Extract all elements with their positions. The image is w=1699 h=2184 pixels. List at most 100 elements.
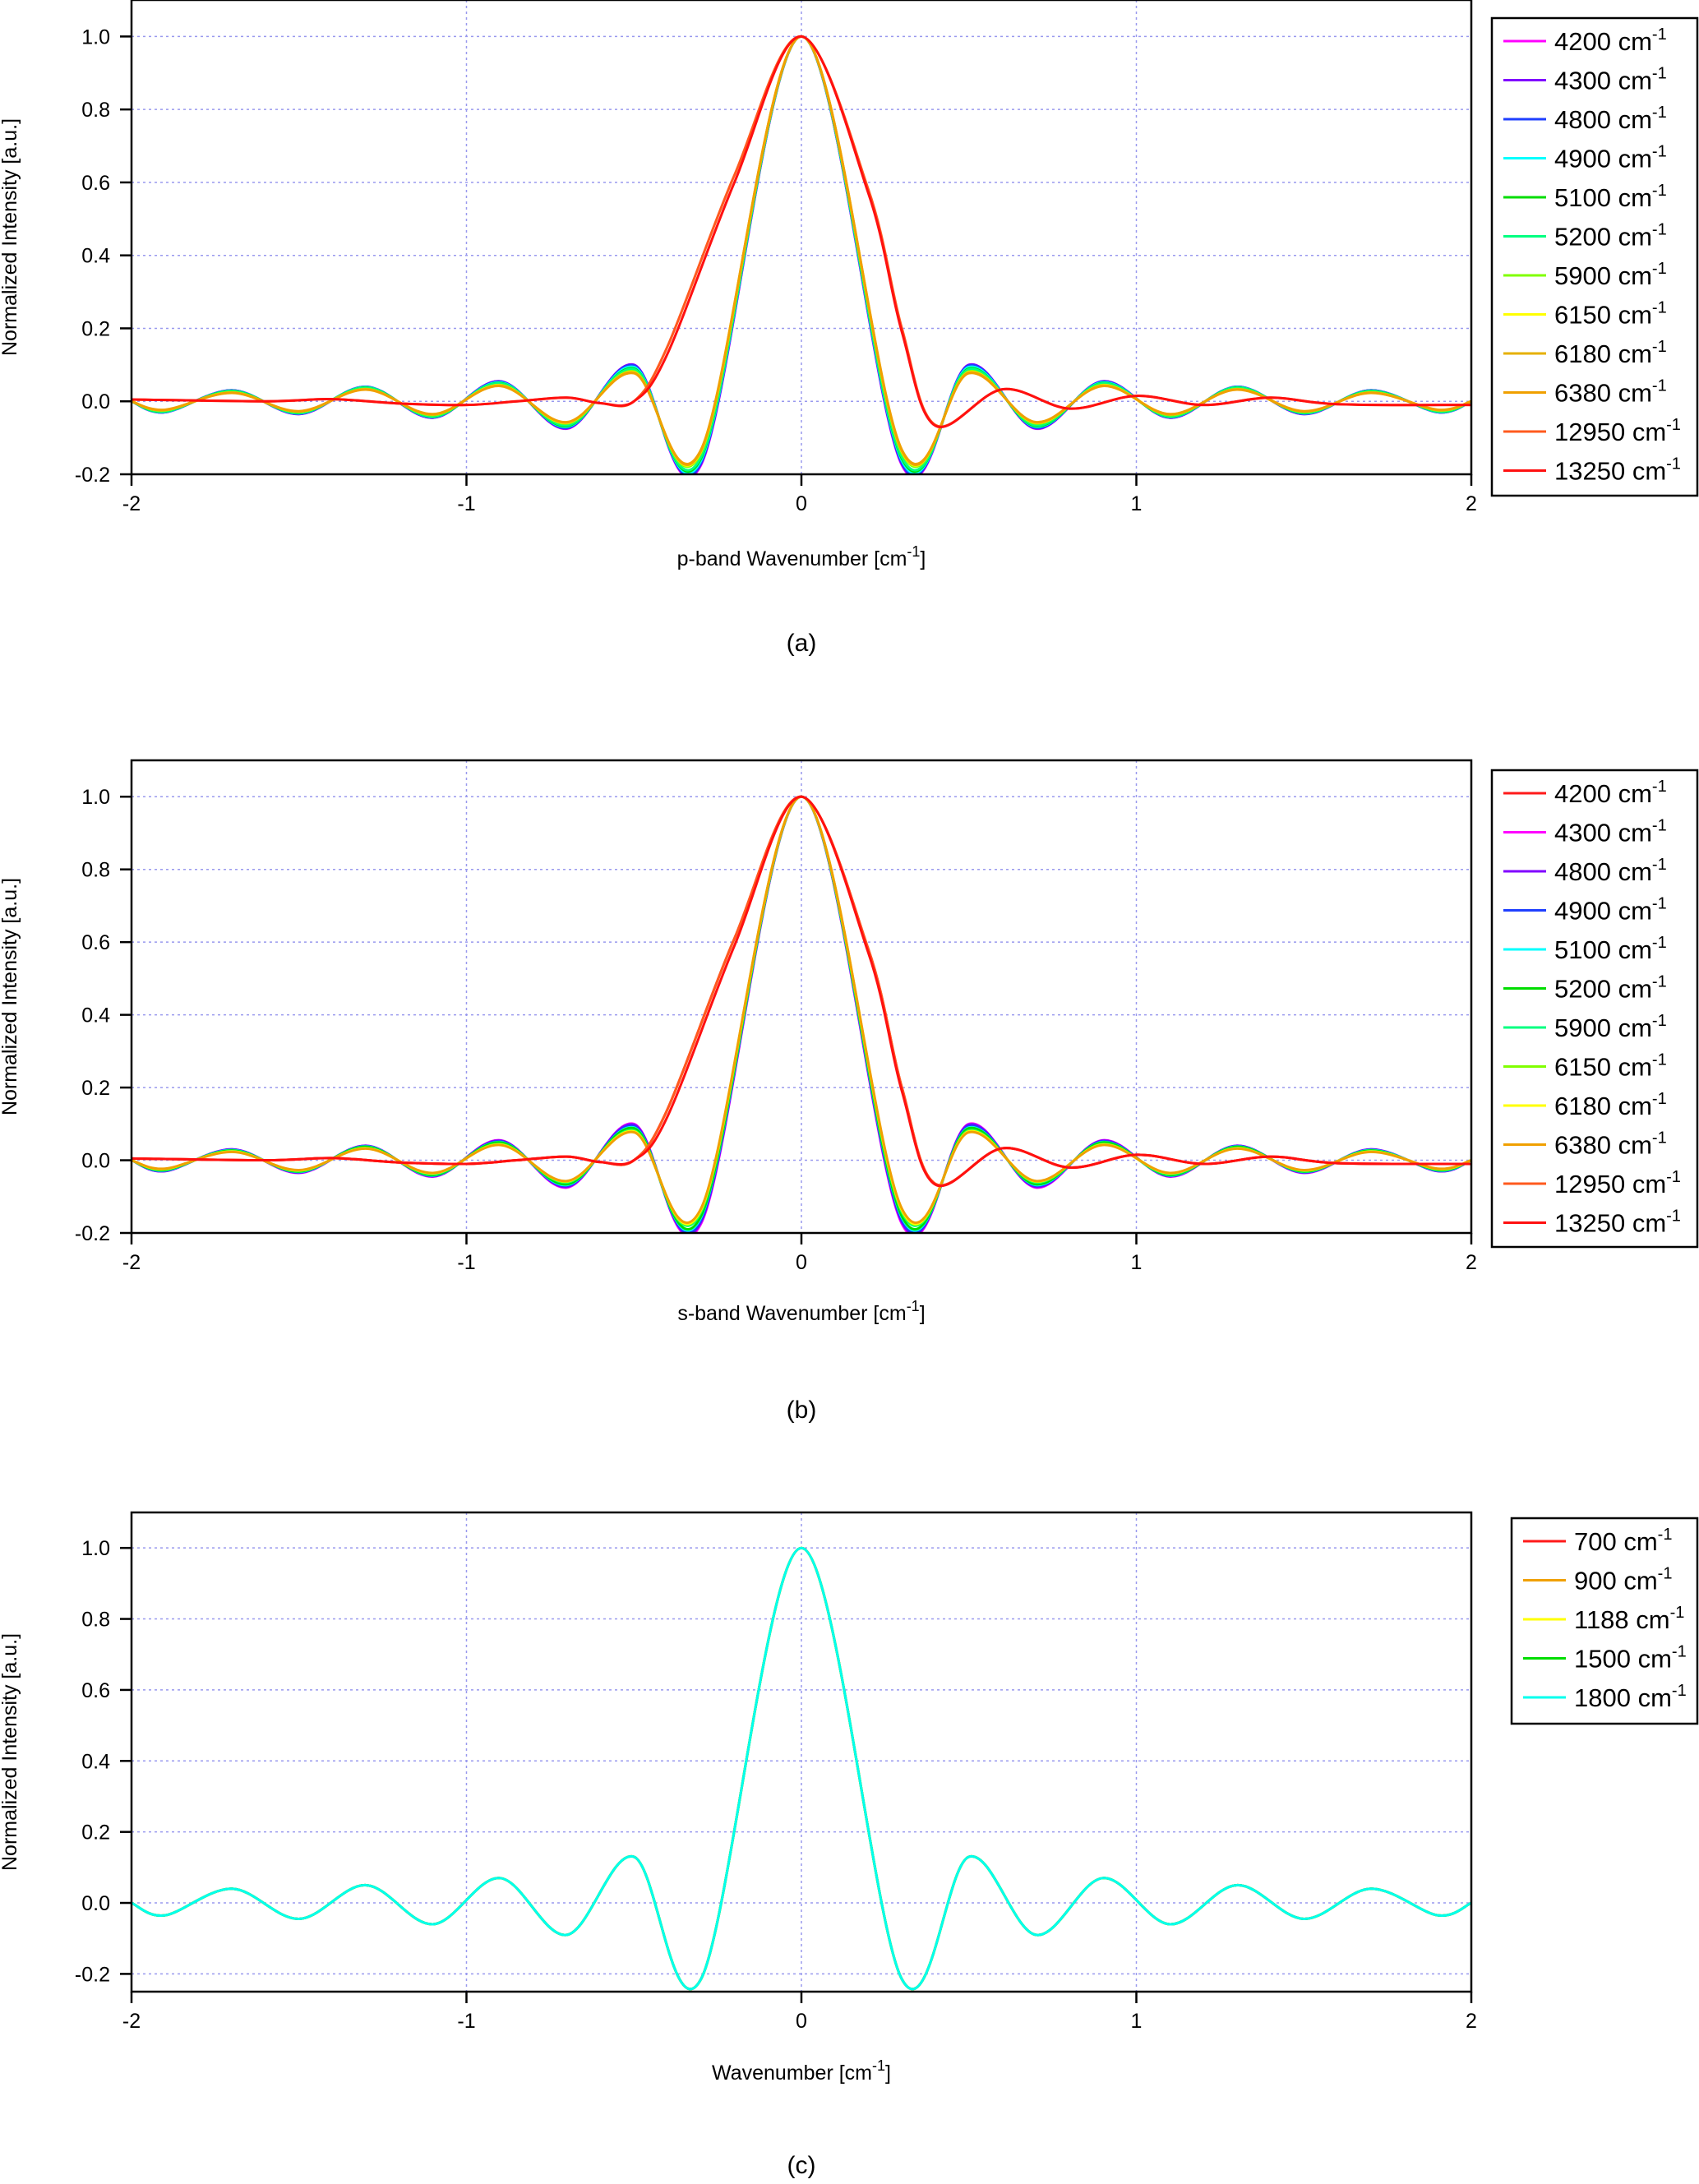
y-tick-label: -0.2 xyxy=(75,1963,110,1986)
legend-item: 4200 cm-1 xyxy=(1503,778,1667,808)
legend-box xyxy=(1490,16,1699,497)
legend-label: 13250 cm-1 xyxy=(1554,1207,1681,1238)
series-line-4200 xyxy=(132,35,1471,474)
y-tick-label: 0.8 xyxy=(81,859,110,882)
legend-item: 4800 cm-1 xyxy=(1503,856,1667,886)
legend-label: 5100 cm-1 xyxy=(1554,934,1667,964)
x-tick-label: 0 xyxy=(796,2010,807,2033)
x-tick-label: 1 xyxy=(1131,1251,1143,1274)
series-line-13250 xyxy=(132,35,1471,429)
legend-item: 1500 cm-1 xyxy=(1523,1643,1687,1674)
series-group xyxy=(132,1546,1471,1991)
legend-label: 4200 cm-1 xyxy=(1554,778,1667,808)
x-tick-label: 2 xyxy=(1466,2010,1477,2033)
legend-item: 5900 cm-1 xyxy=(1503,1012,1667,1042)
y-tick-label: 0.2 xyxy=(81,1077,110,1100)
x-tick-label: 1 xyxy=(1131,492,1143,515)
legend-item: 5200 cm-1 xyxy=(1503,221,1667,252)
legend-label: 4900 cm-1 xyxy=(1554,143,1667,173)
y-tick-label: 0.2 xyxy=(81,1822,110,1845)
legend-item: 6180 cm-1 xyxy=(1503,1090,1667,1120)
x-tick-label: -2 xyxy=(122,2010,141,2033)
panel-caption: (a) xyxy=(787,630,817,657)
series-group xyxy=(132,795,1471,1233)
legend-item: 13250 cm-1 xyxy=(1503,1207,1681,1238)
x-tick-label: 1 xyxy=(1131,2010,1143,2033)
legend-item: 13250 cm-1 xyxy=(1503,455,1681,486)
legend-label: 4200 cm-1 xyxy=(1554,25,1667,56)
x-tick-label: -1 xyxy=(457,492,475,515)
legend-label: 5200 cm-1 xyxy=(1554,221,1667,252)
x-tick-label: 0 xyxy=(796,1251,807,1274)
y-axis-label: Normalized Intensity [a.u.] xyxy=(0,878,21,1115)
legend-label: 4800 cm-1 xyxy=(1554,856,1667,886)
y-tick-label: 0.0 xyxy=(81,1150,110,1173)
legend-label: 900 cm-1 xyxy=(1574,1565,1672,1595)
legend-item: 1188 cm-1 xyxy=(1523,1604,1684,1634)
legend-label: 6380 cm-1 xyxy=(1554,1129,1667,1160)
legend-item: 6380 cm-1 xyxy=(1503,377,1667,408)
legend-item: 4300 cm-1 xyxy=(1503,65,1667,95)
chart-panel-2: -2 -1 0 1 2 -0.2 0.0 0.2 0.4 0.6 0.8 1.0 Normalized … xyxy=(0,759,1699,1424)
y-tick-label: -0.2 xyxy=(75,464,110,487)
legend-label: 13250 cm-1 xyxy=(1554,455,1681,486)
series-line-5900 xyxy=(132,35,1471,469)
chart-panel-1: -2 -1 0 1 2 -0.2 0.0 0.2 0.4 0.6 0.8 1.0 Normalized … xyxy=(0,0,1699,657)
legend-label: 12950 cm-1 xyxy=(1554,416,1681,446)
panel-caption: (b) xyxy=(787,1397,817,1424)
x-tick-label: -1 xyxy=(457,2010,475,2033)
legend-item: 700 cm-1 xyxy=(1523,1526,1672,1556)
plot-frame xyxy=(130,1511,1473,1993)
legend-label: 5900 cm-1 xyxy=(1554,260,1667,290)
y-tick-label: 0.4 xyxy=(81,1750,110,1773)
y-axis-label: Normalized Intensity [a.u.] xyxy=(0,1633,21,1871)
legend: 4200 cm-1 4300 cm-1 4800 cm-1 4900 cm-1 5100… xyxy=(1490,16,1699,497)
y-tick-label: -0.2 xyxy=(75,1222,110,1245)
legend-label: 6150 cm-1 xyxy=(1554,1051,1667,1082)
legend-item: 12950 cm-1 xyxy=(1503,416,1681,446)
legend-item: 6150 cm-1 xyxy=(1503,299,1667,330)
legend-item: 5100 cm-1 xyxy=(1503,934,1667,964)
x-axis-label: s-band Wavenumber [cm-1] xyxy=(677,1298,925,1325)
legend-box xyxy=(1490,769,1699,1249)
legend-item: 4300 cm-1 xyxy=(1503,817,1667,847)
y-tick-label: 0.6 xyxy=(81,1679,110,1702)
y-tick-label: 0.8 xyxy=(81,99,110,122)
y-tick-label: 0.0 xyxy=(81,390,110,413)
x-axis-label: Wavenumber [cm-1] xyxy=(712,2057,891,2085)
legend-label: 6380 cm-1 xyxy=(1554,377,1667,408)
chart-panel-3: -2 -1 0 1 2 -0.2 0.0 0.2 0.4 0.6 0.8 1.0 Normalized … xyxy=(0,1511,1699,2179)
y-tick-label: 1.0 xyxy=(81,25,110,48)
legend-label: 6180 cm-1 xyxy=(1554,1090,1667,1120)
panel-caption: (c) xyxy=(787,2152,816,2179)
legend-label: 4800 cm-1 xyxy=(1554,104,1667,134)
x-tick-label: 2 xyxy=(1466,1251,1477,1274)
legend-label: 4900 cm-1 xyxy=(1554,895,1667,926)
legend-label: 6180 cm-1 xyxy=(1554,338,1667,368)
legend-item: 4800 cm-1 xyxy=(1503,104,1667,134)
legend-box xyxy=(1510,1517,1699,1725)
y-tick-label: 0.0 xyxy=(81,1892,110,1915)
y-tick-label: 0.6 xyxy=(81,931,110,954)
series-line-5900 xyxy=(132,795,1471,1227)
legend-label: 1800 cm-1 xyxy=(1574,1682,1687,1712)
legend-label: 4300 cm-1 xyxy=(1554,817,1667,847)
legend-item: 5100 cm-1 xyxy=(1503,182,1667,212)
x-tick-label: 0 xyxy=(796,492,807,515)
legend-item: 900 cm-1 xyxy=(1523,1565,1672,1595)
y-axis-label: Normalized Intensity [a.u.] xyxy=(0,118,21,356)
series-line-13250 xyxy=(132,795,1471,1188)
y-tick-label: 0.6 xyxy=(81,172,110,195)
legend-label: 6150 cm-1 xyxy=(1554,299,1667,330)
legend-label: 5100 cm-1 xyxy=(1554,182,1667,212)
x-tick-label: -2 xyxy=(122,1251,141,1274)
y-tick-label: 0.8 xyxy=(81,1609,110,1632)
x-axis-label: p-band Wavenumber [cm-1] xyxy=(677,543,926,570)
legend-item: 6150 cm-1 xyxy=(1503,1051,1667,1082)
legend-item: 4200 cm-1 xyxy=(1503,25,1667,56)
legend-label: 700 cm-1 xyxy=(1574,1526,1672,1556)
legend-item: 6180 cm-1 xyxy=(1503,338,1667,368)
x-tick-label: -2 xyxy=(122,492,141,515)
series-group xyxy=(132,35,1471,474)
legend-label: 4300 cm-1 xyxy=(1554,65,1667,95)
